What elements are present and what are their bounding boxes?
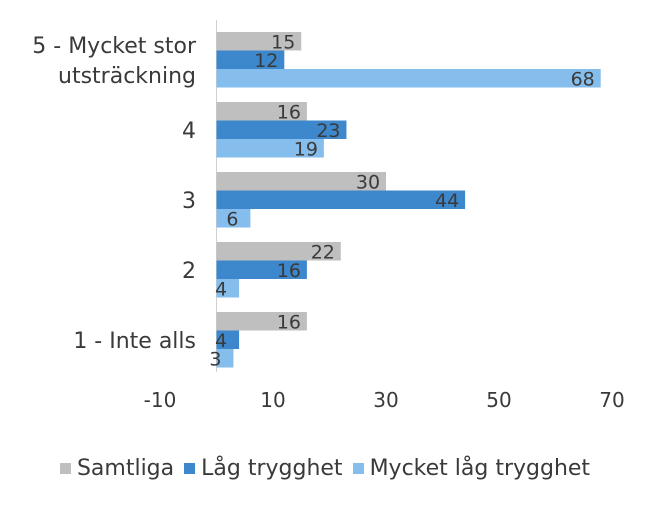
x-tick-label: 10 <box>260 388 285 412</box>
data-label: 30 <box>356 171 380 193</box>
data-label: 15 <box>271 31 295 53</box>
legend-item: Samtliga <box>59 455 175 481</box>
bar-1-4 <box>216 242 341 261</box>
x-tick-label: 70 <box>599 388 624 412</box>
legend-swatch <box>184 462 196 474</box>
x-tick-label: 30 <box>373 388 398 412</box>
category-label: 1 - Inte alls <box>73 329 196 354</box>
bar-2-5 <box>216 330 240 349</box>
data-label: 68 <box>571 68 595 90</box>
category-label: 5 - Mycket stor <box>32 34 197 59</box>
bar-3-5 <box>216 349 234 368</box>
bar-3-4 <box>216 279 240 298</box>
data-label: 23 <box>316 120 340 142</box>
bar-1-3 <box>216 172 386 191</box>
category-label: 2 <box>182 259 196 284</box>
data-label: 16 <box>277 311 301 333</box>
bar-1-5 <box>216 312 307 331</box>
legend-item: Låg trygghet <box>184 455 343 481</box>
legend-swatch <box>59 462 71 474</box>
bar-1-2 <box>216 102 307 121</box>
data-label: 44 <box>435 190 459 212</box>
bar-2-2 <box>216 120 347 139</box>
data-label: 12 <box>254 50 278 72</box>
category-label: 3 <box>182 189 196 214</box>
data-label: 16 <box>277 101 301 123</box>
bar-2-4 <box>216 260 307 279</box>
data-label: 6 <box>226 208 238 230</box>
bar-2-1 <box>216 50 285 69</box>
legend-item: Mycket låg trygghet <box>352 455 591 481</box>
legend: Samtliga Låg trygghet Mycket låg trygghet <box>0 448 650 488</box>
bar-3-3 <box>216 209 251 228</box>
data-label: 4 <box>215 278 227 300</box>
data-label: 19 <box>294 138 318 160</box>
bar-3-2 <box>216 139 324 158</box>
data-label: 4 <box>215 330 227 352</box>
category-label: utsträckning <box>58 64 196 89</box>
data-label: 16 <box>277 260 301 282</box>
bar-1-1 <box>216 32 302 51</box>
legend-swatch <box>352 462 364 474</box>
data-label: 3 <box>209 348 221 370</box>
legend-label: Låg trygghet <box>201 455 343 481</box>
legend-label: Mycket låg trygghet <box>369 455 591 481</box>
legend-label: Samtliga <box>76 455 175 481</box>
x-tick-label: 50 <box>486 388 511 412</box>
data-label: 22 <box>311 241 335 263</box>
bar-3-1 <box>216 69 601 88</box>
x-tick-label: -10 <box>144 388 177 412</box>
category-label: 4 <box>182 119 196 144</box>
bar-2-3 <box>216 190 466 209</box>
